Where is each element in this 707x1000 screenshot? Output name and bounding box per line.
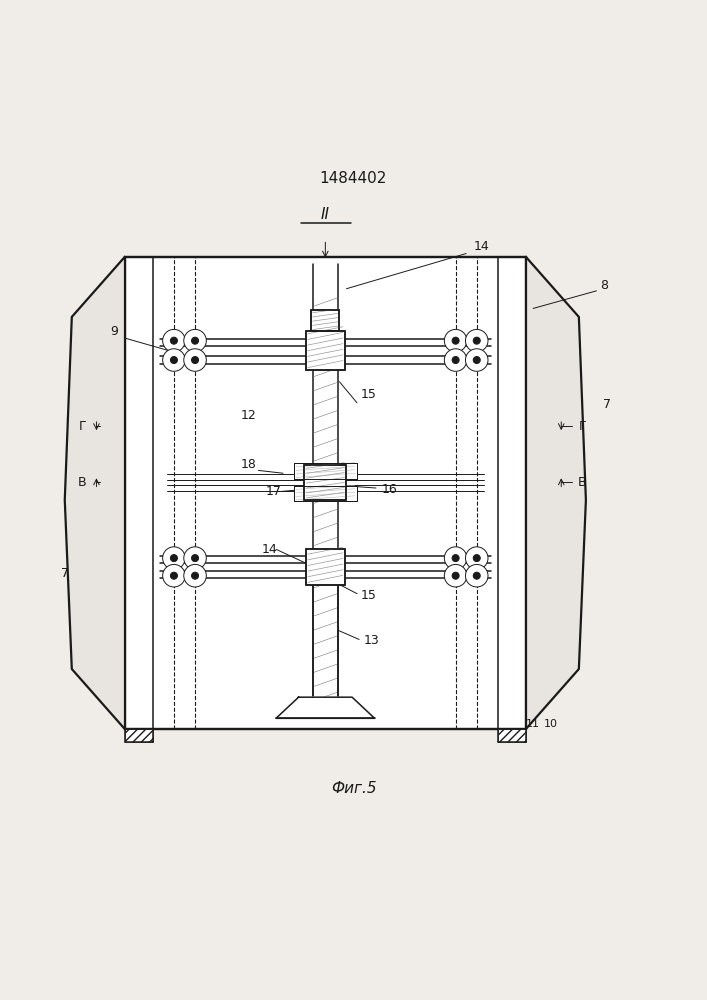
Text: II: II	[321, 207, 330, 222]
Text: 14: 14	[262, 543, 278, 556]
Bar	[124, 729, 153, 742]
Circle shape	[184, 547, 206, 569]
Circle shape	[170, 357, 177, 364]
Text: 9: 9	[110, 325, 118, 338]
Circle shape	[473, 555, 480, 562]
Circle shape	[465, 547, 488, 569]
Circle shape	[163, 329, 185, 352]
Bar	[304, 465, 346, 500]
Text: В: В	[78, 476, 87, 489]
Circle shape	[170, 555, 177, 562]
Circle shape	[163, 547, 185, 569]
Bar	[498, 729, 526, 742]
Bar	[311, 310, 339, 331]
Bar	[305, 331, 345, 370]
Bar	[293, 486, 357, 501]
Text: 17: 17	[265, 485, 281, 498]
Text: Г: Г	[578, 420, 586, 433]
Circle shape	[452, 337, 459, 344]
Text: 8: 8	[600, 279, 608, 292]
Circle shape	[184, 564, 206, 587]
Circle shape	[192, 337, 199, 344]
Circle shape	[444, 564, 467, 587]
Circle shape	[163, 349, 185, 371]
Polygon shape	[526, 257, 586, 729]
Bar	[305, 549, 345, 585]
Circle shape	[163, 564, 185, 587]
Circle shape	[184, 349, 206, 371]
Text: 7: 7	[604, 398, 612, 411]
Circle shape	[452, 572, 459, 579]
Bar	[293, 486, 357, 501]
Text: 12: 12	[241, 409, 257, 422]
Bar	[311, 310, 339, 331]
Polygon shape	[65, 257, 124, 729]
Circle shape	[192, 555, 199, 562]
Text: 18: 18	[241, 458, 257, 471]
Circle shape	[473, 572, 480, 579]
Bar	[304, 465, 346, 500]
Circle shape	[192, 572, 199, 579]
Bar	[305, 331, 345, 370]
Polygon shape	[276, 697, 375, 718]
Bar	[293, 463, 357, 479]
Text: 1484402: 1484402	[320, 171, 387, 186]
Circle shape	[465, 349, 488, 371]
Circle shape	[184, 329, 206, 352]
Circle shape	[473, 357, 480, 364]
Text: 16: 16	[382, 483, 397, 496]
Text: 10: 10	[544, 719, 558, 729]
Circle shape	[452, 357, 459, 364]
Circle shape	[444, 547, 467, 569]
Text: 11: 11	[526, 719, 540, 729]
Text: 13: 13	[364, 634, 380, 647]
Bar	[293, 463, 357, 479]
Circle shape	[192, 357, 199, 364]
Circle shape	[465, 329, 488, 352]
Text: В: В	[578, 476, 587, 489]
Circle shape	[465, 564, 488, 587]
Circle shape	[473, 337, 480, 344]
Circle shape	[452, 555, 459, 562]
Text: Фиг.5: Фиг.5	[331, 781, 376, 796]
Text: Г: Г	[78, 420, 86, 433]
Text: 15: 15	[361, 388, 376, 401]
Bar	[305, 549, 345, 585]
Bar	[124, 257, 526, 729]
Text: 14: 14	[473, 240, 489, 253]
Circle shape	[444, 349, 467, 371]
Circle shape	[170, 572, 177, 579]
Text: 15: 15	[361, 589, 376, 602]
Text: 7: 7	[62, 567, 69, 580]
Circle shape	[170, 337, 177, 344]
Circle shape	[444, 329, 467, 352]
